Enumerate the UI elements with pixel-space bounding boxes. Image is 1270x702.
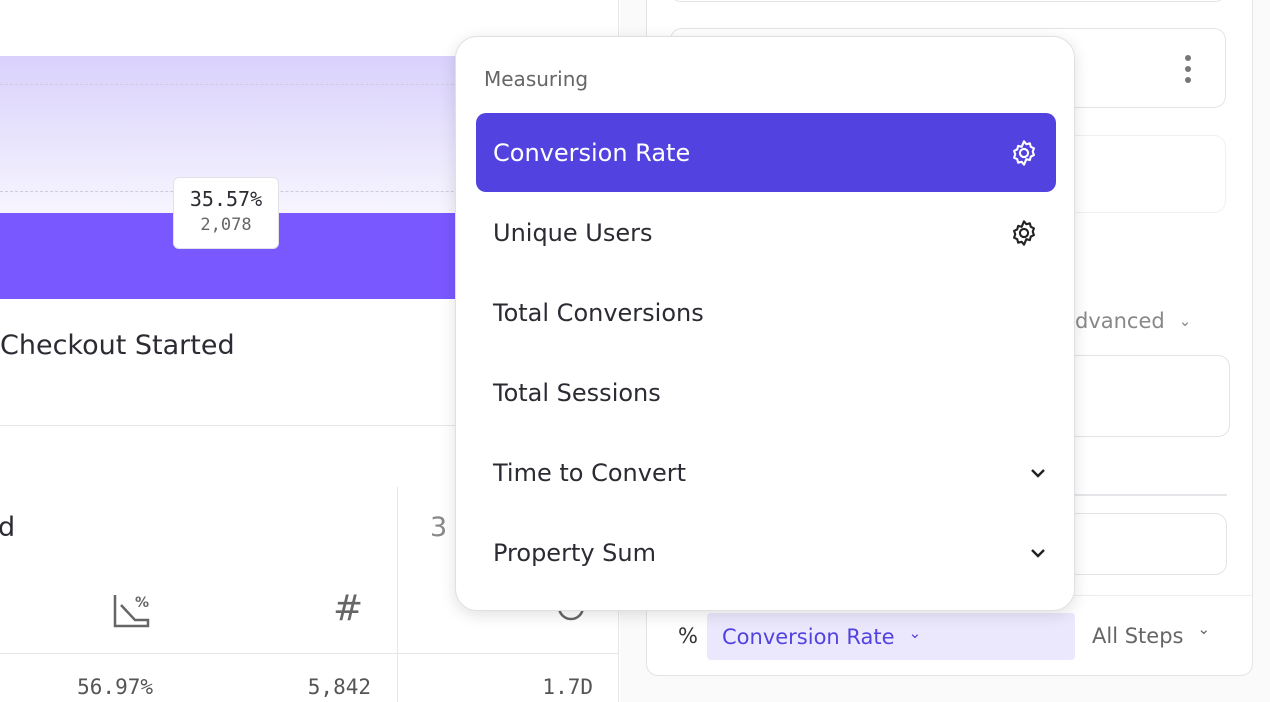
table-cell: 56.97% bbox=[77, 675, 153, 699]
divider bbox=[1060, 494, 1227, 496]
measure-prefix: % bbox=[678, 624, 698, 648]
tooltip-percent: 35.57% bbox=[189, 187, 263, 211]
divider bbox=[0, 653, 618, 654]
menu-item-label: Conversion Rate bbox=[493, 138, 691, 167]
menu-item-label: Total Sessions bbox=[493, 378, 661, 407]
gridline bbox=[0, 191, 618, 192]
table-cell: 5,842 bbox=[307, 675, 371, 699]
conversion-rate-icon[interactable]: % bbox=[113, 593, 151, 629]
menu-item-total-conversions[interactable]: Total Conversions bbox=[476, 273, 1056, 352]
bar-tooltip: 35.57% 2,078 bbox=[173, 177, 279, 249]
menu-item-label: Property Sum bbox=[493, 538, 657, 567]
menu-item-label: Total Conversions bbox=[493, 298, 704, 327]
advanced-toggle[interactable]: dvanced ⌄ bbox=[1075, 309, 1191, 333]
divider bbox=[0, 425, 618, 426]
option-field[interactable] bbox=[1060, 355, 1230, 437]
measure-value: Conversion Rate bbox=[722, 624, 895, 649]
chevron-down-icon: ⌄ bbox=[1178, 312, 1192, 330]
gear-icon[interactable] bbox=[1009, 138, 1039, 168]
menu-heading: Measuring bbox=[484, 67, 589, 91]
menu-item-label: Unique Users bbox=[493, 218, 653, 247]
column-divider bbox=[397, 487, 398, 702]
step-label: Checkout Started bbox=[0, 330, 235, 361]
steps-value: All Steps bbox=[1092, 624, 1184, 648]
step-card[interactable] bbox=[670, 0, 1226, 2]
menu-item-property-sum[interactable]: Property Sum bbox=[476, 513, 1056, 592]
gear-icon[interactable] bbox=[1009, 218, 1039, 248]
chevron-down-icon[interactable] bbox=[1023, 538, 1053, 568]
menu-item-conversion-rate[interactable]: Conversion Rate bbox=[476, 113, 1056, 192]
advanced-label: dvanced bbox=[1075, 309, 1165, 333]
chevron-down-icon[interactable] bbox=[1023, 458, 1053, 488]
column-title: d bbox=[0, 512, 15, 543]
menu-item-label: Time to Convert bbox=[493, 458, 686, 487]
steps-selector[interactable]: All Steps ⌄ bbox=[1092, 620, 1210, 648]
gridline bbox=[0, 84, 618, 85]
table-cell: 1.7D bbox=[542, 675, 593, 699]
kebab-menu-icon[interactable] bbox=[1182, 54, 1194, 84]
measuring-dropdown: Measuring Conversion Rate Unique Users T… bbox=[455, 36, 1075, 611]
menu-item-total-sessions[interactable]: Total Sessions bbox=[476, 353, 1056, 432]
menu-item-unique-users[interactable]: Unique Users bbox=[476, 193, 1056, 272]
count-icon[interactable]: # bbox=[333, 588, 364, 629]
chevron-down-icon: ⌄ bbox=[908, 623, 922, 642]
menu-item-time-to-convert[interactable]: Time to Convert bbox=[476, 433, 1056, 512]
svg-text:%: % bbox=[135, 595, 149, 611]
measure-selector[interactable]: Conversion Rate ⌄ bbox=[707, 613, 1075, 660]
column-title: 3 bbox=[430, 512, 448, 543]
tooltip-count: 2,078 bbox=[200, 215, 252, 235]
chevron-down-icon: ⌄ bbox=[1197, 620, 1211, 638]
option-field[interactable] bbox=[1060, 513, 1227, 575]
